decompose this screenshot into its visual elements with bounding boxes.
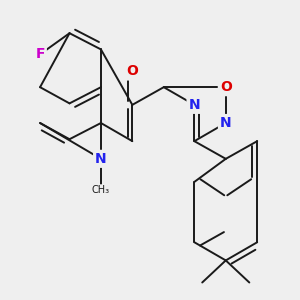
Text: O: O [126,64,138,79]
Text: N: N [220,116,232,130]
Text: CH₃: CH₃ [92,185,110,195]
Text: N: N [95,152,107,166]
Text: O: O [220,80,232,94]
Text: F: F [35,47,45,61]
Text: N: N [189,98,200,112]
